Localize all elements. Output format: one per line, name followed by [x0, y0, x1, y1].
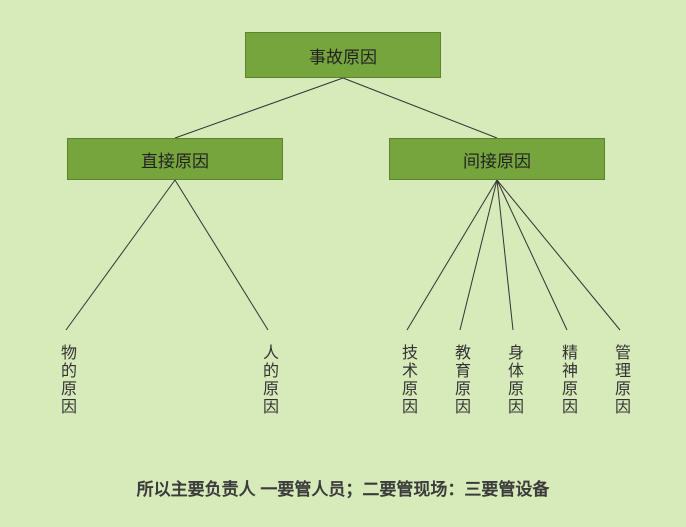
node-l2: 人的原因	[256, 330, 280, 430]
node-label: 直接原因	[141, 147, 209, 172]
node-r5: 管理原因	[608, 330, 632, 430]
node-l1: 物的原因	[54, 330, 78, 430]
edge	[497, 180, 620, 330]
edge	[407, 180, 497, 330]
leaf-label: 精神原因	[555, 344, 579, 416]
edge	[343, 78, 497, 138]
caption: 所以主要负责人 一要管人员；二要管现场：三要管设备	[0, 475, 686, 500]
edges-layer	[0, 0, 686, 527]
caption-text: 所以主要负责人 一要管人员；二要管现场：三要管设备	[137, 480, 550, 499]
leaf-label: 物的原因	[54, 344, 78, 416]
edge	[460, 180, 497, 330]
node-direct: 直接原因	[67, 138, 283, 180]
node-r2: 教育原因	[448, 330, 472, 430]
leaf-label: 教育原因	[448, 344, 472, 416]
leaf-label: 技术原因	[395, 344, 419, 416]
leaf-label: 人的原因	[256, 344, 280, 416]
leaf-label: 管理原因	[608, 344, 632, 416]
node-label: 事故原因	[309, 43, 377, 68]
node-indirect: 间接原因	[389, 138, 605, 180]
diagram-canvas: 事故原因直接原因 间接原因物的原因 人的原因 技术原因 教育原因 身体原因 精神原因 管理原因	[0, 0, 686, 527]
leaf-label: 身体原因	[501, 344, 525, 416]
edge	[497, 180, 513, 330]
edge	[66, 180, 175, 330]
node-r3: 身体原因	[501, 330, 525, 430]
edge	[175, 180, 268, 330]
edge	[497, 180, 567, 330]
node-r1: 技术原因	[395, 330, 419, 430]
edge	[175, 78, 343, 138]
node-r4: 精神原因	[555, 330, 579, 430]
node-label: 间接原因	[463, 147, 531, 172]
node-root: 事故原因	[245, 32, 441, 78]
